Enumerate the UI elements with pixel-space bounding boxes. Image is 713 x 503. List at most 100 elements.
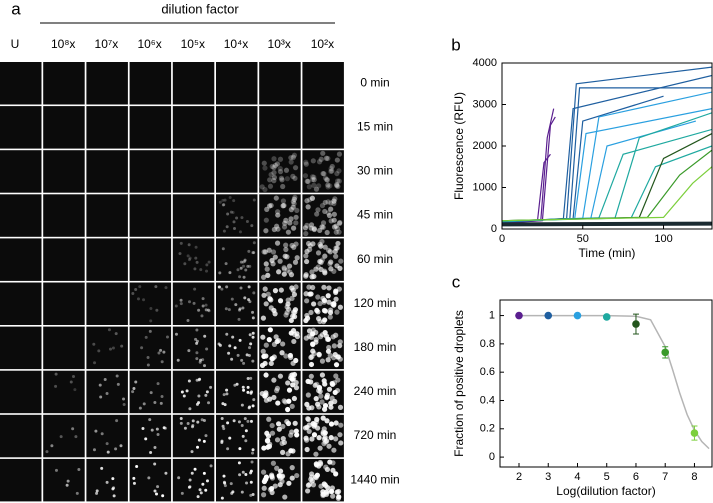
droplet: [265, 291, 271, 297]
droplet: [221, 424, 225, 428]
droplet: [336, 494, 342, 500]
droplet: [270, 249, 277, 255]
droplet: [314, 307, 320, 314]
micrograph: [129, 62, 172, 105]
droplet: [334, 157, 340, 163]
droplet: [196, 445, 200, 449]
y-tick-label: 4000: [473, 57, 497, 69]
micrograph: [129, 414, 172, 458]
droplet: [333, 229, 339, 235]
droplet: [284, 309, 290, 316]
droplet: [311, 182, 317, 188]
droplet: [164, 471, 168, 475]
droplet: [294, 331, 300, 337]
droplet: [262, 286, 268, 292]
droplet: [332, 351, 338, 358]
micrograph: [43, 458, 85, 502]
droplet: [337, 339, 343, 345]
droplet: [303, 161, 309, 167]
droplet: [270, 460, 277, 466]
droplet: [179, 421, 183, 425]
x-axis-label: Log(dilution factor): [556, 484, 655, 498]
droplet: [324, 229, 330, 236]
micrograph: [0, 106, 42, 149]
droplet: [205, 347, 209, 351]
droplet: [333, 332, 339, 338]
droplet: [77, 468, 81, 472]
droplet: [288, 159, 294, 165]
droplet: [294, 255, 300, 261]
droplet: [103, 377, 107, 381]
micrograph: [172, 326, 215, 370]
droplet: [247, 354, 251, 358]
droplet: [307, 243, 313, 249]
droplet: [284, 254, 290, 260]
droplet: [231, 335, 235, 339]
droplet: [111, 346, 115, 350]
droplet: [277, 169, 284, 175]
droplet: [290, 225, 297, 231]
micrograph: [172, 238, 215, 281]
y-tick-label: 0.6: [480, 366, 495, 378]
droplet: [288, 216, 294, 222]
droplet: [314, 462, 320, 468]
y-tick-label: 0: [489, 451, 495, 463]
micrograph: [43, 238, 85, 281]
droplet: [251, 335, 255, 339]
droplet: [305, 416, 311, 422]
droplet: [190, 450, 194, 454]
droplet: [277, 298, 284, 304]
droplet: [221, 247, 225, 251]
droplet: [290, 309, 297, 315]
droplet: [223, 198, 227, 202]
droplet: [240, 424, 244, 428]
droplet: [316, 159, 323, 165]
droplet: [97, 349, 101, 353]
droplet: [318, 259, 324, 265]
droplet: [265, 444, 271, 450]
droplet: [288, 372, 294, 379]
droplet: [268, 486, 275, 492]
panel-label: b: [451, 35, 460, 54]
droplet: [115, 374, 119, 378]
point: [602, 313, 611, 321]
fit-curve: [519, 314, 710, 450]
droplet: [248, 300, 252, 304]
droplet: [333, 471, 339, 477]
droplet: [238, 473, 242, 477]
droplet: [251, 451, 255, 455]
droplet: [116, 382, 120, 386]
droplet: [331, 268, 337, 274]
micrograph: [86, 150, 128, 193]
micrograph: [216, 106, 258, 149]
droplet: [138, 285, 142, 289]
droplet: [315, 250, 322, 256]
droplet: [176, 358, 180, 362]
droplet: [307, 291, 313, 297]
droplet: [333, 373, 339, 379]
droplet: [335, 240, 341, 247]
droplet: [131, 390, 135, 394]
droplet: [269, 163, 275, 170]
droplet: [271, 156, 277, 162]
droplet: [304, 315, 311, 321]
y-tick-label: 0.2: [480, 423, 495, 435]
droplet: [134, 380, 138, 384]
droplet: [144, 335, 148, 339]
droplet: [309, 405, 315, 411]
droplet: [249, 376, 253, 380]
droplet: [335, 377, 341, 383]
droplet: [69, 380, 73, 384]
droplet: [306, 428, 312, 434]
micrograph: [43, 370, 85, 414]
time-label: 60 min: [357, 252, 393, 266]
droplet: [251, 492, 255, 496]
droplet: [271, 226, 277, 233]
droplet: [250, 224, 254, 228]
droplet: [290, 204, 296, 210]
droplet: [240, 216, 244, 220]
droplet: [313, 474, 319, 480]
droplet: [322, 434, 328, 441]
droplet: [316, 316, 322, 322]
droplet: [309, 176, 316, 183]
